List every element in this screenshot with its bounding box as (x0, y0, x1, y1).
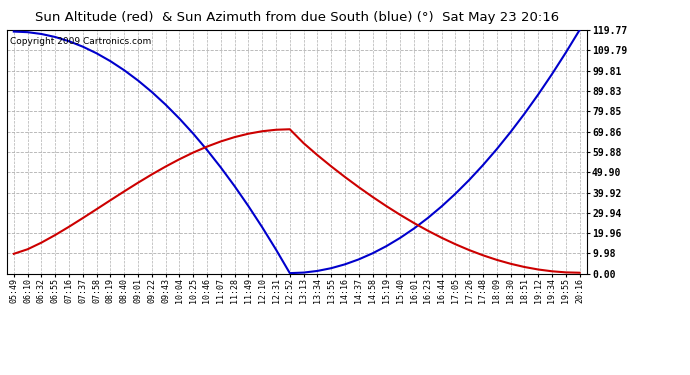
Text: Sun Altitude (red)  & Sun Azimuth from due South (blue) (°)  Sat May 23 20:16: Sun Altitude (red) & Sun Azimuth from du… (34, 11, 559, 24)
Text: Copyright 2009 Cartronics.com: Copyright 2009 Cartronics.com (10, 38, 151, 46)
